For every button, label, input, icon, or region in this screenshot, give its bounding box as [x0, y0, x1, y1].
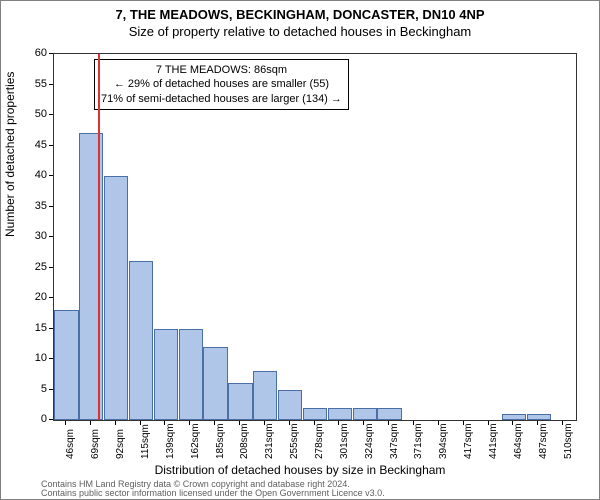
chart-subtitle: Size of property relative to detached ho… — [1, 24, 599, 39]
xtick-mark — [214, 421, 215, 425]
bar — [129, 261, 153, 420]
y-axis-label: Number of detached properties — [3, 72, 17, 237]
xtick-mark — [140, 421, 141, 425]
bar — [278, 390, 302, 421]
plot-area: 7 THE MEADOWS: 86sqm ← 29% of detached h… — [53, 53, 577, 421]
xtick-mark — [562, 421, 563, 425]
xtick-label: 278sqm — [314, 423, 325, 459]
ytick-mark — [49, 328, 53, 329]
bar — [527, 414, 551, 420]
bar — [154, 329, 178, 421]
xtick-label: 347sqm — [389, 423, 400, 459]
xtick-label: 324sqm — [364, 423, 375, 459]
ytick-label: 25 — [35, 261, 47, 273]
bar — [328, 408, 352, 420]
bar — [179, 329, 203, 421]
ytick-mark — [49, 114, 53, 115]
xtick-label: 464sqm — [513, 423, 524, 459]
bar — [253, 371, 277, 420]
xtick-label: 92sqm — [115, 429, 126, 459]
xtick-label: 231sqm — [264, 423, 275, 459]
xtick-mark — [363, 421, 364, 425]
ytick-label: 45 — [35, 139, 47, 151]
xtick-label: 510sqm — [563, 423, 574, 459]
ytick-label: 20 — [35, 291, 47, 303]
ytick-mark — [49, 206, 53, 207]
xtick-label: 417sqm — [463, 423, 474, 459]
ytick-label: 0 — [41, 413, 47, 425]
xtick-label: 115sqm — [140, 424, 151, 459]
xtick-mark — [264, 421, 265, 425]
bar — [303, 408, 327, 420]
xtick-mark — [189, 421, 190, 425]
ytick-mark — [49, 419, 53, 420]
ytick-mark — [49, 267, 53, 268]
xtick-mark — [115, 421, 116, 425]
xtick-mark — [164, 421, 165, 425]
ytick-mark — [49, 297, 53, 298]
ytick-label: 40 — [35, 169, 47, 181]
ytick-label: 50 — [35, 108, 47, 120]
ytick-mark — [49, 53, 53, 54]
ytick-mark — [49, 358, 53, 359]
x-axis-label: Distribution of detached houses by size … — [1, 463, 599, 477]
xtick-mark — [239, 421, 240, 425]
marker-line — [98, 54, 100, 420]
xtick-label: 46sqm — [65, 429, 76, 459]
annotation-box: 7 THE MEADOWS: 86sqm ← 29% of detached h… — [94, 59, 349, 110]
annotation-line-1: 7 THE MEADOWS: 86sqm — [101, 63, 342, 77]
xtick-label: 69sqm — [90, 429, 101, 459]
xtick-mark — [289, 421, 290, 425]
xtick-label: 185sqm — [215, 423, 226, 459]
ytick-label: 5 — [41, 383, 47, 395]
ytick-mark — [49, 236, 53, 237]
bar — [54, 310, 78, 420]
annotation-line-3: 71% of semi-detached houses are larger (… — [101, 92, 342, 106]
xtick-mark — [90, 421, 91, 425]
bar — [377, 408, 401, 420]
xtick-mark — [537, 421, 538, 425]
ytick-mark — [49, 145, 53, 146]
xtick-mark — [488, 421, 489, 425]
chart-title: 7, THE MEADOWS, BECKINGHAM, DONCASTER, D… — [1, 7, 599, 22]
xtick-mark — [438, 421, 439, 425]
xtick-label: 139sqm — [165, 423, 176, 459]
xtick-label: 394sqm — [438, 423, 449, 459]
ytick-label: 15 — [35, 322, 47, 334]
xtick-mark — [338, 421, 339, 425]
ytick-mark — [49, 175, 53, 176]
ytick-label: 55 — [35, 78, 47, 90]
xtick-label: 441sqm — [488, 423, 499, 459]
ytick-label: 30 — [35, 230, 47, 242]
ytick-label: 10 — [35, 352, 47, 364]
bar — [203, 347, 227, 420]
xtick-mark — [388, 421, 389, 425]
xtick-label: 371sqm — [413, 423, 424, 459]
bar — [228, 383, 252, 420]
xtick-mark — [512, 421, 513, 425]
annotation-line-2: ← 29% of detached houses are smaller (55… — [101, 77, 342, 91]
xtick-label: 301sqm — [339, 423, 350, 459]
ytick-mark — [49, 389, 53, 390]
ytick-mark — [49, 84, 53, 85]
ytick-label: 35 — [35, 200, 47, 212]
bar — [104, 176, 128, 420]
xtick-label: 162sqm — [190, 423, 201, 459]
chart-container: 7, THE MEADOWS, BECKINGHAM, DONCASTER, D… — [0, 0, 600, 500]
xtick-label: 255sqm — [289, 423, 300, 459]
bar — [353, 408, 377, 420]
xtick-mark — [463, 421, 464, 425]
bar — [502, 414, 526, 420]
xtick-mark — [314, 421, 315, 425]
xtick-label: 208sqm — [239, 423, 250, 459]
xtick-mark — [65, 421, 66, 425]
xtick-label: 487sqm — [538, 423, 549, 459]
footer-line-2: Contains public sector information licen… — [41, 488, 385, 498]
ytick-label: 60 — [35, 47, 47, 59]
xtick-mark — [413, 421, 414, 425]
